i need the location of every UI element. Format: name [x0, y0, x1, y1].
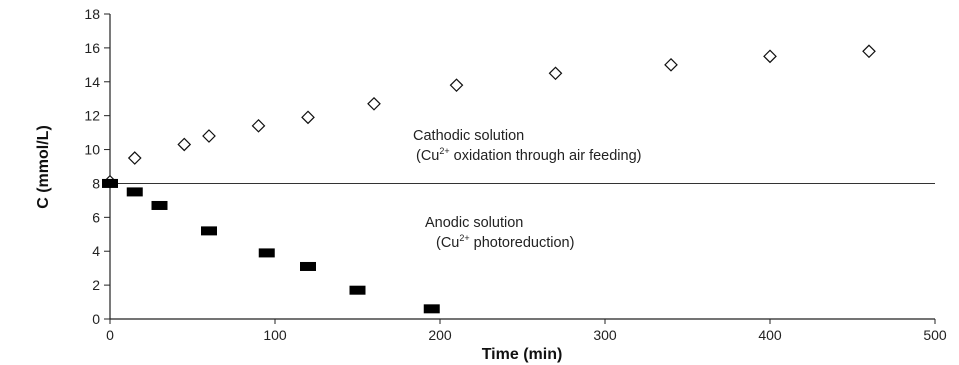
y-tick-label: 18 — [84, 6, 100, 22]
cathodic-diamond-point — [178, 138, 190, 150]
y-tick-label: 2 — [92, 277, 100, 293]
y-tick-label: 6 — [92, 209, 100, 225]
y-tick-label: 0 — [92, 311, 100, 327]
x-tick-label: 300 — [593, 327, 617, 343]
cathodic-diamond-point — [550, 67, 562, 79]
cathodic-diamond-point — [253, 120, 265, 132]
x-tick-label: 100 — [263, 327, 287, 343]
anodic-square-point — [127, 187, 143, 196]
cathodic-diamond-point — [863, 45, 875, 57]
x-tick-label: 200 — [428, 327, 452, 343]
axes — [110, 14, 935, 319]
anodic-square-point — [424, 304, 440, 313]
x-tick-label: 0 — [106, 327, 114, 343]
annotation-anodic-title: Anodic solution — [425, 215, 523, 231]
y-tick-label: 4 — [92, 243, 100, 259]
cathodic-diamond-point — [764, 50, 776, 62]
annotation-cathodic-detail: (Cu2+ oxidation through air feeding) — [416, 146, 642, 164]
anodic-square-point — [152, 201, 168, 210]
cathodic-diamond-point — [203, 130, 215, 142]
y-tick-label: 14 — [84, 74, 100, 90]
y-tick-label: 10 — [84, 142, 100, 158]
cathodic-diamond-point — [451, 79, 463, 91]
y-tick-label: 16 — [84, 40, 100, 56]
anodic-square-point — [102, 179, 118, 188]
x-tick-label: 400 — [758, 327, 782, 343]
annotation-anodic-detail: (Cu2+ photoreduction) — [436, 233, 574, 251]
y-tick-label: 8 — [92, 175, 100, 191]
y-tick-label: 12 — [84, 108, 100, 124]
x-tick-label: 500 — [923, 327, 947, 343]
annotation-cathodic-title: Cathodic solution — [413, 128, 524, 144]
cathodic-diamond-point — [302, 111, 314, 123]
anodic-square-point — [259, 248, 275, 257]
y-axis-title: C (mmol/L) — [35, 125, 52, 209]
anodic-square-point — [201, 226, 217, 235]
cathodic-diamond-point — [129, 152, 141, 164]
cathodic-diamond-point — [368, 98, 380, 110]
anodic-square-point — [300, 262, 316, 271]
x-axis-title: Time (min) — [482, 346, 563, 363]
ticks: 0 2 4 6 8 10 12 14 16 18 0 100 200 300 400 500 — [84, 6, 946, 343]
data-marks — [102, 45, 875, 313]
cathodic-diamond-point — [665, 59, 677, 71]
anodic-square-point — [350, 286, 366, 295]
